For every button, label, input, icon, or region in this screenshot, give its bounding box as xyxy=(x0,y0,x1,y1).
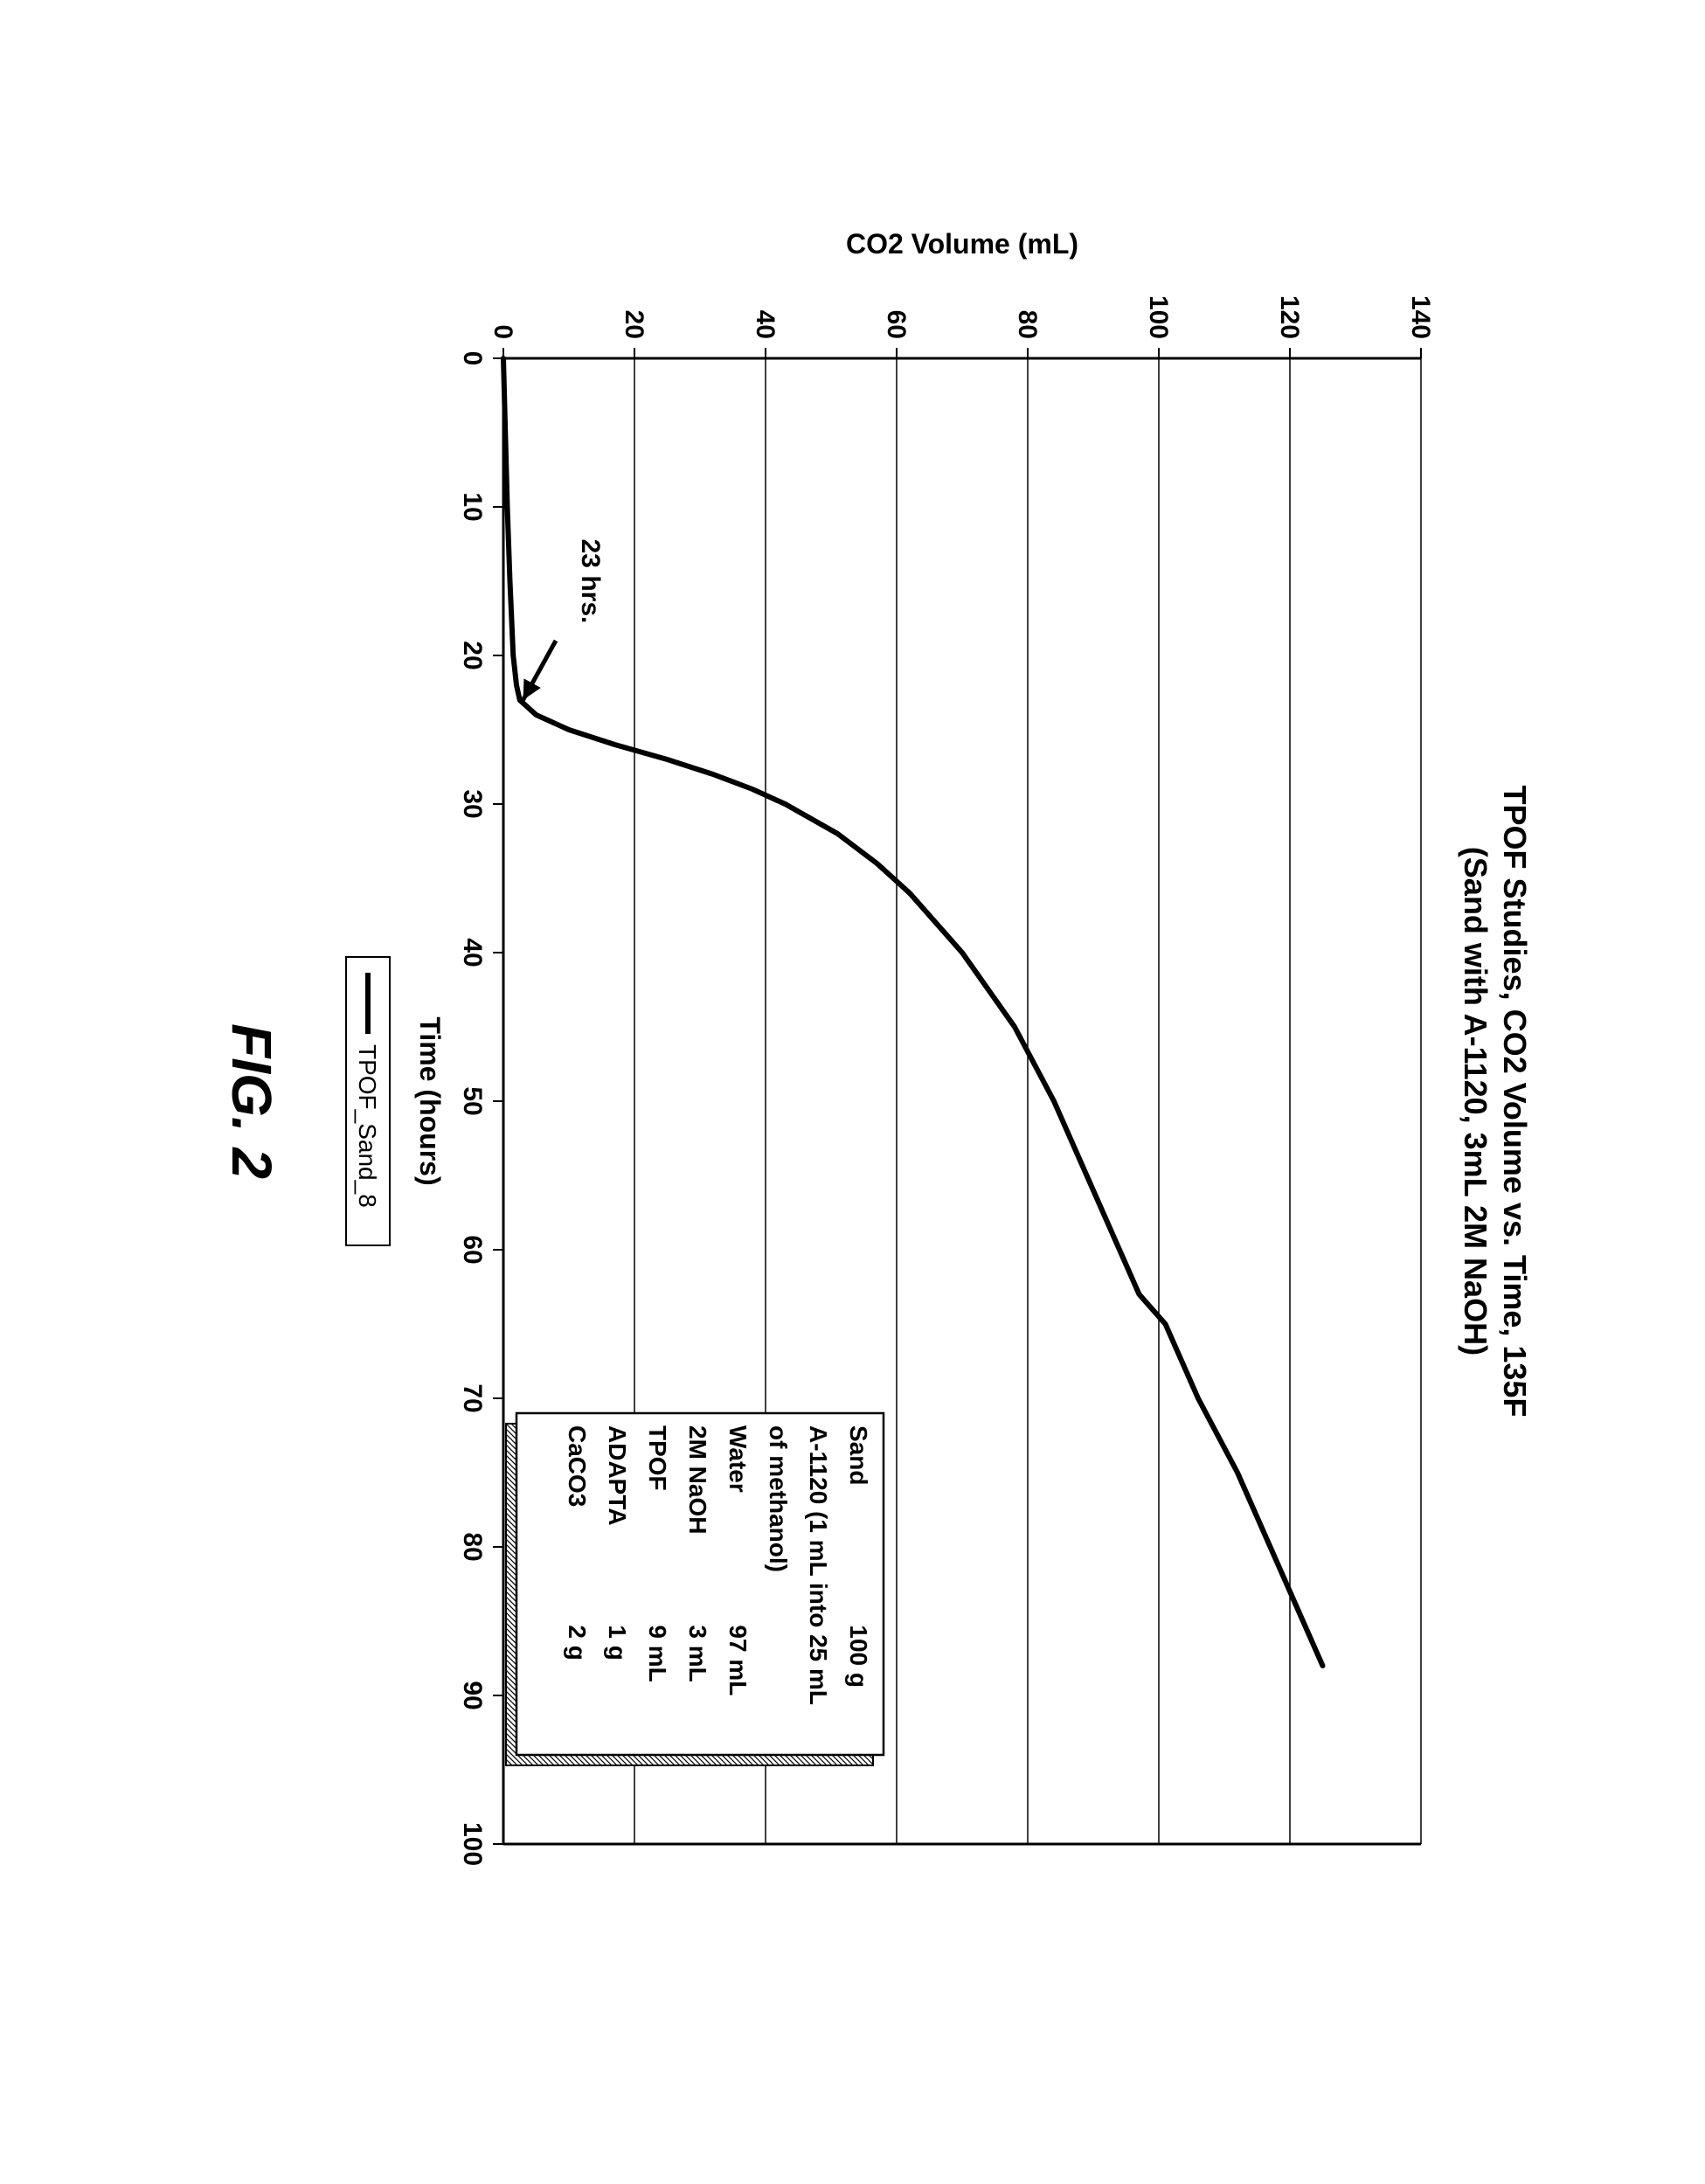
reagent-row-val: 2 g xyxy=(564,1625,591,1660)
y-tick-label: 0 xyxy=(489,324,517,339)
y-tick-label: 60 xyxy=(882,309,911,338)
figure-caption: FIG. 2 xyxy=(220,1023,283,1179)
reagent-row-key: 2M NaOH xyxy=(684,1425,711,1534)
x-tick-label: 100 xyxy=(458,1821,487,1865)
y-axis-label: CO2 Volume (mL) xyxy=(845,228,1078,260)
reagent-row-key: CaCO3 xyxy=(564,1425,591,1507)
x-tick-label: 30 xyxy=(458,789,487,818)
annotation-label: 23 hrs. xyxy=(576,538,605,623)
reagent-row-key: of methanol) xyxy=(765,1425,792,1572)
reagent-row-key: ADAPTA xyxy=(604,1425,631,1526)
line-chart: TPOF Studies, CO2 Volume vs. Time, 135F(… xyxy=(154,131,1552,2054)
reagent-row-val: 3 mL xyxy=(684,1625,711,1681)
x-tick-label: 0 xyxy=(458,350,487,365)
chart-container: TPOF Studies, CO2 Volume vs. Time, 135F(… xyxy=(154,131,1552,2054)
x-tick-label: 60 xyxy=(458,1235,487,1264)
reagent-row-key: Water xyxy=(724,1425,752,1493)
legend-label: TPOF_Sand_8 xyxy=(354,1044,381,1208)
y-tick-label: 140 xyxy=(1406,295,1435,338)
y-tick-label: 20 xyxy=(620,309,648,338)
x-tick-label: 90 xyxy=(458,1681,487,1709)
x-tick-label: 70 xyxy=(458,1383,487,1412)
x-tick-label: 80 xyxy=(458,1532,487,1561)
y-tick-label: 80 xyxy=(1013,309,1042,338)
reagent-row-key: A-1120 (1 mL into 25 mL xyxy=(805,1425,832,1705)
chart-title-line1: TPOF Studies, CO2 Volume vs. Time, 135F xyxy=(1497,785,1533,1417)
y-tick-label: 120 xyxy=(1275,295,1304,338)
x-tick-label: 20 xyxy=(458,641,487,669)
reagent-row-val: 100 g xyxy=(845,1625,872,1688)
x-tick-label: 50 xyxy=(458,1086,487,1115)
y-tick-label: 100 xyxy=(1144,295,1173,338)
y-tick-label: 40 xyxy=(751,309,780,338)
x-axis-label: Time (hours) xyxy=(414,1016,446,1185)
chart-title-line2: (Sand with A-1120, 3mL 2M NaOH) xyxy=(1458,846,1494,1355)
x-tick-label: 40 xyxy=(458,938,487,967)
x-tick-label: 10 xyxy=(458,492,487,521)
reagent-row-val: 9 mL xyxy=(644,1625,671,1681)
reagent-row-key: TPOF xyxy=(644,1425,671,1491)
reagent-row-val: 1 g xyxy=(604,1625,631,1660)
reagent-row-key: Sand xyxy=(845,1425,872,1485)
reagent-row-val: 97 mL xyxy=(724,1625,752,1695)
